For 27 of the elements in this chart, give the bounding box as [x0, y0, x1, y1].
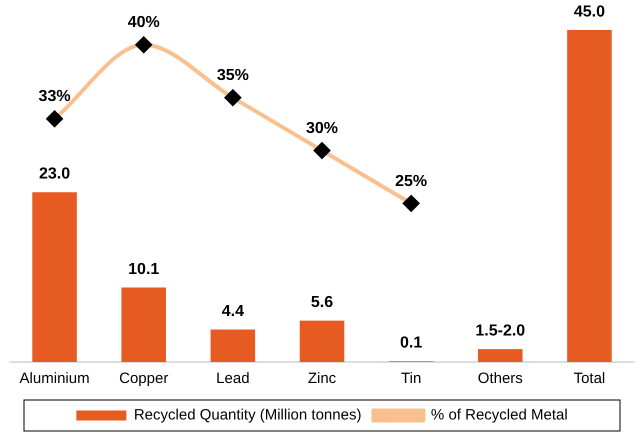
data-label: 40% [128, 14, 160, 32]
x-tick-label: Copper [119, 370, 168, 388]
legend-label: % of Recycled Metal [430, 406, 568, 424]
bar [478, 349, 523, 362]
data-label: 30% [306, 120, 338, 137]
legend-label: Recycled Quantity (Million tonnes) [134, 406, 362, 424]
x-tick-label: Total [574, 370, 606, 388]
x-tick-label: Tin [401, 370, 422, 388]
bar [121, 287, 166, 362]
x-tick-label: Others [478, 370, 523, 388]
data-label: 4.4 [222, 302, 244, 320]
bar [32, 192, 77, 362]
bar [300, 320, 344, 362]
data-label: 33% [38, 88, 71, 106]
data-label: 23.0 [39, 166, 70, 183]
bar [210, 330, 256, 362]
x-tick-label: Zinc [308, 370, 337, 388]
data-label: 45.0 [574, 3, 606, 20]
bar [567, 30, 612, 362]
data-label: 25% [395, 172, 428, 190]
x-tick-label: Lead [216, 370, 250, 388]
data-label: 5.6 [310, 294, 334, 312]
data-label: 35% [216, 67, 249, 84]
x-tick-label: Aluminium [20, 370, 90, 388]
data-label: 0.1 [400, 334, 422, 352]
data-label: 10.1 [128, 260, 160, 278]
data-label: 1.5-2.0 [475, 322, 526, 340]
